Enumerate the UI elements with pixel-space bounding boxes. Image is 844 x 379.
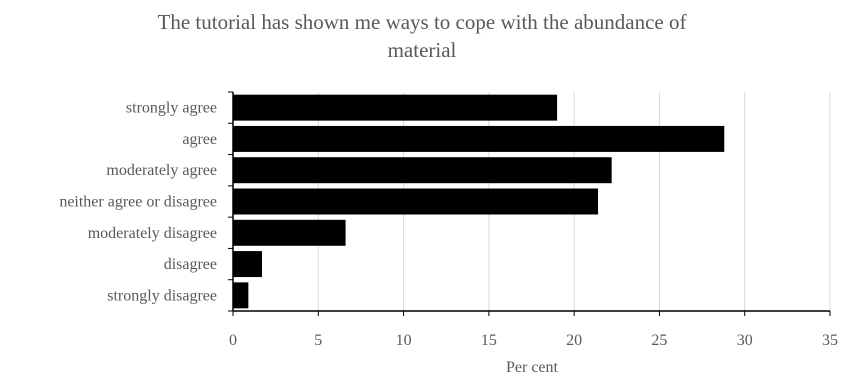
x-tick-label: 0 (229, 332, 237, 349)
bar-0 (233, 94, 558, 121)
x-tick-label: 30 (737, 332, 753, 349)
x-tick-label: 15 (481, 332, 497, 349)
chart-title: The tutorial has shown me ways to cope w… (0, 8, 844, 64)
bar-4 (233, 219, 346, 246)
category-labels: strongly agree agree moderately agree neith… (59, 100, 217, 305)
x-tick-label: 20 (566, 332, 582, 349)
bar-1 (233, 125, 725, 152)
x-axis-title: Per cent (506, 359, 559, 376)
y-category-label: moderately disagree (88, 225, 217, 242)
y-category-label: neither agree or disagree (59, 194, 217, 211)
bar-2 (233, 157, 612, 184)
x-tick-label: 25 (651, 332, 667, 349)
bars (233, 94, 725, 309)
y-category-label: moderately agree (106, 162, 217, 179)
axes (228, 91, 831, 316)
y-category-label: disagree (164, 256, 217, 273)
chart-title-line-1: The tutorial has shown me ways to cope w… (157, 10, 687, 34)
x-tick-label: 5 (314, 332, 322, 349)
bar-5 (233, 251, 262, 278)
y-category-label: strongly agree (126, 100, 217, 117)
y-category-label: agree (182, 131, 217, 148)
bar-6 (233, 282, 249, 309)
x-tick-label: 10 (396, 332, 412, 349)
tick-labels: 0 5 10 15 20 25 30 35 (229, 332, 838, 349)
chart-title-line-2: material (387, 38, 457, 62)
x-tick-label: 35 (822, 332, 838, 349)
bar-3 (233, 188, 599, 215)
y-category-label: strongly disagree (107, 287, 217, 304)
